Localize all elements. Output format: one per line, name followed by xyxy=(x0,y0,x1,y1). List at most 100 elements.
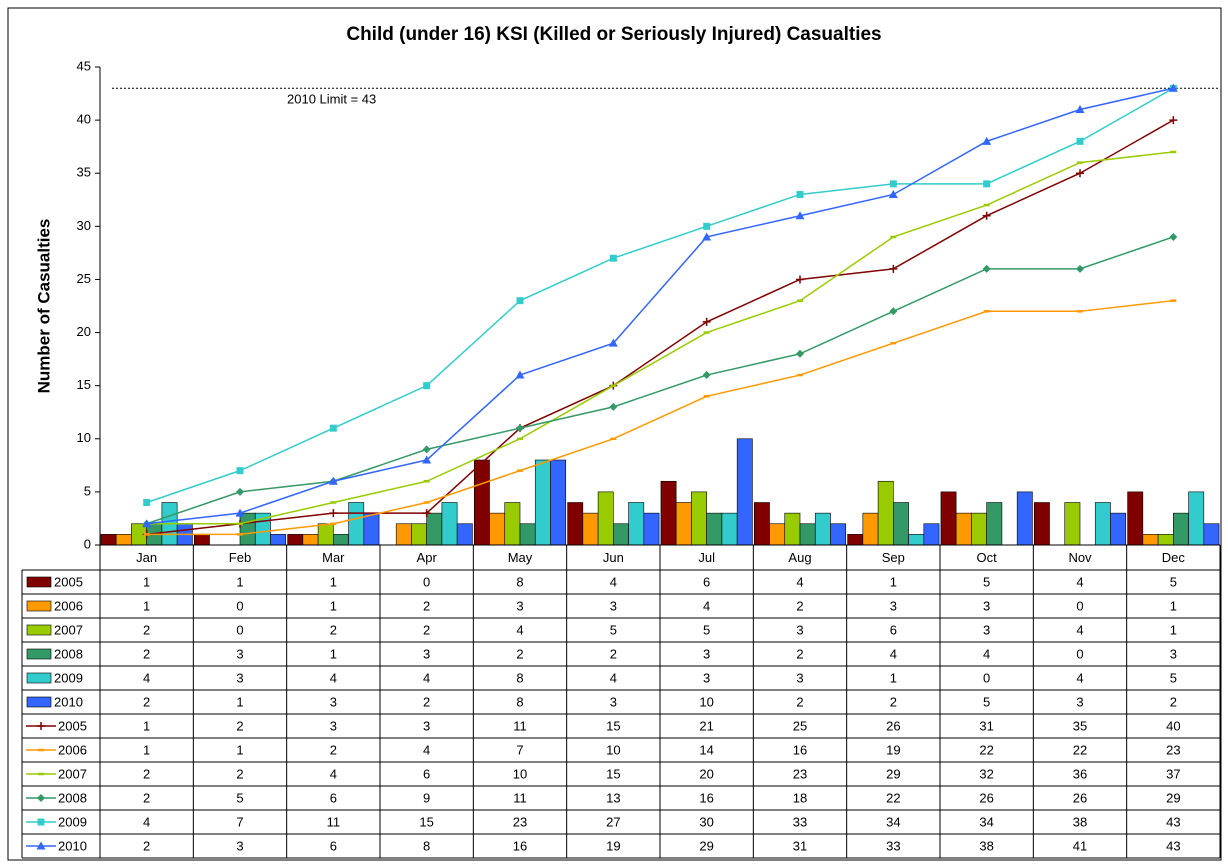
table-cell: 29 xyxy=(886,766,900,781)
table-cell: 1 xyxy=(330,598,337,613)
table-cell: 6 xyxy=(703,574,710,589)
bar xyxy=(287,534,304,546)
table-cell: 3 xyxy=(890,598,897,613)
table-cell: 3 xyxy=(423,718,430,733)
bar xyxy=(736,438,753,546)
bar xyxy=(115,534,132,546)
table-cell: 5 xyxy=(610,622,617,637)
line-marker xyxy=(423,382,431,390)
line-marker xyxy=(516,424,524,433)
bar xyxy=(317,523,334,546)
table-cell: 5 xyxy=(703,622,710,637)
table-cell: 16 xyxy=(699,790,713,805)
table-cell: 31 xyxy=(979,718,993,733)
bar xyxy=(1157,534,1174,546)
y-tick-label: 30 xyxy=(77,218,91,233)
table-cell: 3 xyxy=(983,622,990,637)
legend-swatch xyxy=(26,672,52,684)
table-cell: 6 xyxy=(890,622,897,637)
legend-swatch xyxy=(26,648,52,660)
legend-label: 2009 xyxy=(54,670,83,685)
table-cell: 0 xyxy=(236,622,243,637)
chart-border xyxy=(7,7,1222,861)
table-cell: 41 xyxy=(1073,838,1087,853)
table-cell: 29 xyxy=(699,838,713,853)
table-cell: 21 xyxy=(699,718,713,733)
table-cell: 27 xyxy=(606,814,620,829)
table-cell: 11 xyxy=(513,718,527,733)
line-marker xyxy=(795,211,805,220)
table-cell: 2 xyxy=(143,622,150,637)
line-marker xyxy=(1075,104,1085,113)
table-cell: 4 xyxy=(423,742,430,757)
line-marker xyxy=(236,487,244,496)
table-cell: 43 xyxy=(1166,814,1180,829)
line-marker xyxy=(702,317,711,326)
legend-label: 2006 xyxy=(54,598,83,613)
table-cell: 26 xyxy=(886,718,900,733)
line-marker xyxy=(983,180,991,188)
line-marker xyxy=(889,307,898,316)
bar xyxy=(270,534,287,546)
x-tick-label: Nov xyxy=(1068,550,1092,565)
table-cell: 3 xyxy=(423,646,430,661)
bar xyxy=(955,512,972,546)
line-marker xyxy=(703,222,711,230)
bar xyxy=(908,534,925,546)
legend-marker xyxy=(37,818,45,826)
x-tick-label: Aug xyxy=(788,550,811,565)
table-cell: 3 xyxy=(236,838,243,853)
table-cell: 8 xyxy=(516,694,523,709)
bar xyxy=(504,502,521,546)
x-tick-label: Jul xyxy=(698,550,715,565)
table-cell: 2 xyxy=(236,766,243,781)
table-cell: 6 xyxy=(423,766,430,781)
bar xyxy=(363,512,380,546)
table-cell: 43 xyxy=(1166,838,1180,853)
table-cell: 2 xyxy=(143,766,150,781)
line-marker xyxy=(422,445,431,454)
bar xyxy=(426,512,443,546)
y-tick-label: 40 xyxy=(77,112,91,127)
table-cell: 18 xyxy=(793,790,807,805)
line-marker xyxy=(329,509,338,518)
bar xyxy=(940,491,957,546)
table-cell: 32 xyxy=(979,766,993,781)
table-cell: 19 xyxy=(886,742,900,757)
bar xyxy=(1203,523,1220,546)
bar xyxy=(986,502,1003,546)
bar xyxy=(1064,502,1081,546)
table-cell: 2 xyxy=(143,646,150,661)
table-cell: 0 xyxy=(983,670,990,685)
line-marker xyxy=(236,467,244,475)
line-marker xyxy=(1076,169,1084,178)
table-cell: 26 xyxy=(1073,790,1087,805)
legend-marker xyxy=(37,794,45,802)
chart-title: Child (under 16) KSI (Killed or Seriousl… xyxy=(346,24,881,45)
bar xyxy=(877,480,894,546)
table-cell: 37 xyxy=(1166,766,1180,781)
table-cell: 29 xyxy=(1166,790,1180,805)
table-cell: 1 xyxy=(143,598,150,613)
x-tick-label: Feb xyxy=(229,550,251,565)
line-marker xyxy=(796,349,804,358)
bar xyxy=(100,534,117,546)
bar xyxy=(830,523,847,546)
legend-label: 2008 xyxy=(54,646,83,661)
line-marker xyxy=(702,371,711,380)
table-cell: 7 xyxy=(516,742,523,757)
y-tick-label: 25 xyxy=(77,271,91,286)
table-cell: 1 xyxy=(143,742,150,757)
line xyxy=(146,87,1174,525)
bar xyxy=(1110,512,1127,546)
bar xyxy=(893,502,909,546)
table-cell: 5 xyxy=(236,790,243,805)
y-tick-label: 15 xyxy=(77,377,91,392)
table-cell: 31 xyxy=(793,838,807,853)
table-cell: 40 xyxy=(1166,718,1180,733)
legend-label: 2006 xyxy=(58,742,87,757)
table-cell: 5 xyxy=(1170,574,1177,589)
bar xyxy=(1016,491,1033,546)
bar xyxy=(1033,502,1050,546)
